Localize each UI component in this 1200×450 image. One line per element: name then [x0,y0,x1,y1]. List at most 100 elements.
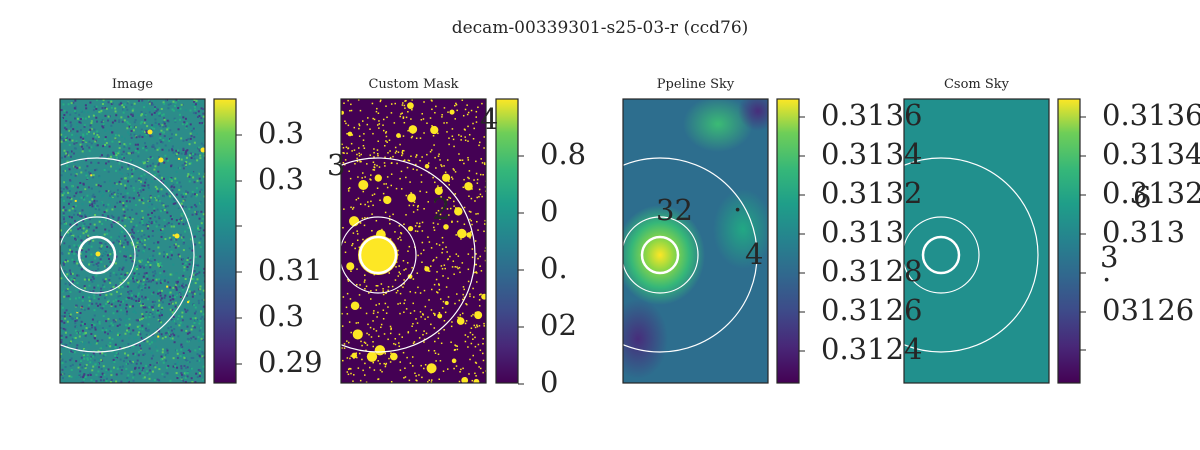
noise-pixel [176,352,179,355]
noise-pixel [100,367,103,370]
noise-pixel [185,164,188,167]
noise-pixel [75,141,78,144]
noise-pixel [129,254,132,257]
mask-pixel [382,293,385,296]
noise-pixel [160,308,163,311]
noise-pixel [92,365,95,368]
noise-pixel [62,209,65,212]
mask-pixel [420,316,422,318]
noise-pixel [163,122,166,125]
noise-pixel [180,185,183,188]
noise-pixel [128,147,131,150]
noise-pixel [196,115,199,118]
noise-pixel [84,104,87,107]
mask-pixel [470,315,473,317]
colorbar-tick-label: 02 [540,308,577,342]
noise-pixel [78,166,81,169]
noise-pixel [62,139,65,142]
noise-pixel [109,260,112,263]
noise-pixel [64,209,67,212]
noise-pixel [74,204,77,207]
noise-pixel [151,201,154,204]
colorbar-tick-label: 0.29 [258,345,323,379]
mask-pixel [454,266,457,268]
noise-pixel [112,192,115,195]
noise-pixel [96,320,99,323]
noise-pixel [66,231,69,234]
noise-pixel [195,195,198,198]
mask-pixel [459,314,462,316]
mask-pixel [421,376,423,379]
noise-pixel [140,114,143,117]
noise-pixel [177,360,180,363]
noise-pixel [100,376,103,379]
noise-pixel [126,271,129,274]
noise-pixel [147,186,150,189]
noise-pixel [71,350,74,353]
noise-pixel [120,159,123,162]
panel-2-title: Custom Mask [368,77,459,92]
noise-pixel [115,357,118,360]
noise-pixel [185,367,188,370]
noise-pixel [118,336,121,339]
mask-pixel [440,186,443,189]
mask-pixel [372,312,375,315]
noise-pixel [92,176,95,179]
noise-pixel [159,133,162,136]
noise-pixel [144,224,147,227]
noise-pixel [78,113,81,116]
noise-pixel [110,288,113,291]
noise-pixel [72,349,75,352]
noise-pixel [178,181,181,184]
noise-pixel [121,286,124,289]
noise-pixel [193,304,196,307]
mask-blob [407,193,417,203]
noise-pixel [132,277,135,280]
mask-pixel [370,179,372,181]
mask-pixel [387,286,390,288]
noise-pixel [99,349,102,352]
noise-pixel [71,254,74,257]
noise-pixel [103,190,106,193]
noise-pixel [191,325,194,328]
noise-pixel [180,345,183,348]
noise-pixel [125,248,128,251]
noise-pixel [153,209,156,212]
mask-pixel [449,255,451,258]
noise-pixel [111,324,114,327]
mask-pixel [389,150,391,152]
noise-pixel [194,103,197,106]
stray-label: 3 [327,148,346,182]
noise-pixel [108,115,111,118]
noise-pixel [105,247,108,250]
noise-pixel [158,162,161,165]
noise-pixel [186,366,189,369]
mask-pixel [401,104,404,106]
noise-pixel [182,239,185,242]
noise-pixel [183,269,186,272]
mask-pixel [440,265,443,267]
noise-pixel [177,245,180,248]
noise-pixel [74,99,77,102]
mask-pixel [422,249,425,251]
mask-pixel [424,318,426,320]
noise-pixel [110,124,113,127]
mask-pixel [356,230,358,232]
noise-pixel [201,217,204,220]
noise-pixel [114,345,117,348]
noise-pixel [68,269,71,272]
noise-pixel [135,246,138,249]
noise-pixel [122,204,125,207]
noise-pixel [153,259,156,262]
noise-pixel [141,324,144,327]
mask-pixel [418,222,421,225]
noise-pixel [87,186,90,189]
noise-pixel [178,285,181,288]
mask-pixel [385,183,387,185]
mask-pixel [421,156,423,158]
noise-pixel [180,137,183,140]
noise-pixel [119,281,122,284]
noise-pixel [132,376,135,379]
noise-pixel [184,277,187,280]
mask-pixel [419,137,422,139]
